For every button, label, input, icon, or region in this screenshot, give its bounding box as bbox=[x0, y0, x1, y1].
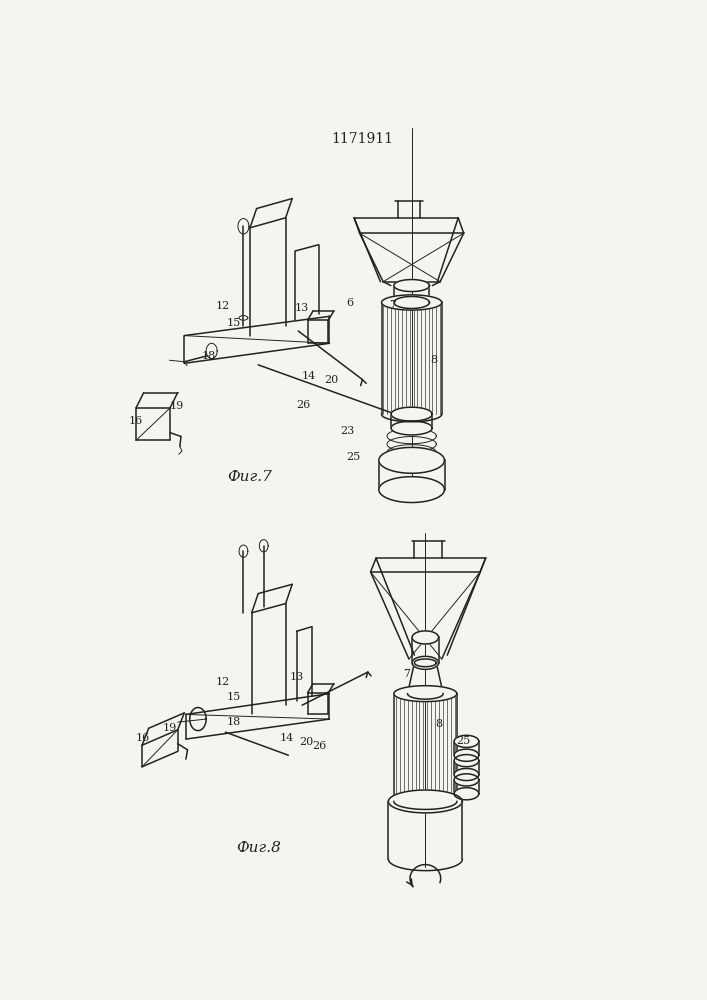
Text: 26: 26 bbox=[296, 400, 311, 410]
Text: 18: 18 bbox=[226, 717, 240, 727]
Text: 20: 20 bbox=[325, 375, 339, 385]
Text: 23: 23 bbox=[340, 426, 354, 436]
Polygon shape bbox=[454, 788, 479, 800]
Text: 18: 18 bbox=[201, 351, 216, 361]
Text: 16: 16 bbox=[129, 416, 144, 426]
Text: 8: 8 bbox=[436, 719, 443, 729]
Polygon shape bbox=[388, 790, 462, 813]
Polygon shape bbox=[391, 407, 432, 421]
Text: 15: 15 bbox=[226, 318, 240, 328]
Text: 14: 14 bbox=[302, 371, 316, 381]
Polygon shape bbox=[379, 447, 445, 473]
Text: 8: 8 bbox=[430, 355, 437, 365]
Text: 1171911: 1171911 bbox=[332, 132, 393, 146]
Text: 16: 16 bbox=[136, 733, 151, 743]
Text: 26: 26 bbox=[312, 741, 327, 751]
Text: 14: 14 bbox=[279, 733, 294, 743]
Polygon shape bbox=[454, 749, 479, 761]
Polygon shape bbox=[412, 631, 438, 644]
Text: 13: 13 bbox=[295, 303, 309, 313]
Text: 25: 25 bbox=[346, 452, 361, 462]
Text: 12: 12 bbox=[216, 677, 230, 687]
Text: 7: 7 bbox=[390, 300, 397, 310]
Polygon shape bbox=[394, 280, 429, 292]
Text: 19: 19 bbox=[163, 723, 177, 733]
Polygon shape bbox=[414, 659, 436, 667]
Text: 6: 6 bbox=[346, 298, 354, 308]
Text: 25: 25 bbox=[457, 736, 471, 746]
Polygon shape bbox=[412, 656, 438, 669]
Text: 13: 13 bbox=[289, 672, 304, 682]
Polygon shape bbox=[454, 735, 479, 747]
Text: Фиг.8: Фиг.8 bbox=[236, 841, 281, 855]
Polygon shape bbox=[379, 477, 445, 503]
Text: 20: 20 bbox=[299, 737, 313, 747]
Polygon shape bbox=[394, 296, 429, 308]
Polygon shape bbox=[454, 755, 479, 767]
Text: 15: 15 bbox=[226, 692, 240, 702]
Polygon shape bbox=[454, 768, 479, 781]
Polygon shape bbox=[454, 774, 479, 786]
Text: 12: 12 bbox=[216, 301, 230, 311]
Polygon shape bbox=[382, 295, 442, 310]
Polygon shape bbox=[394, 686, 457, 702]
Polygon shape bbox=[391, 421, 432, 435]
Text: Фиг.7: Фиг.7 bbox=[228, 470, 272, 484]
Text: 7: 7 bbox=[403, 669, 409, 679]
Text: 19: 19 bbox=[170, 401, 184, 411]
